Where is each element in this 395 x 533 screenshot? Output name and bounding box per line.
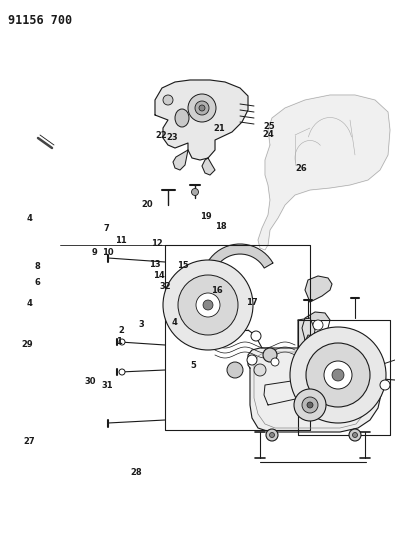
Circle shape (349, 429, 361, 441)
Polygon shape (202, 158, 215, 175)
Circle shape (294, 389, 326, 421)
Text: 91156 700: 91156 700 (8, 14, 72, 27)
Circle shape (352, 432, 357, 438)
Text: 14: 14 (153, 271, 165, 279)
Text: 19: 19 (199, 212, 211, 221)
Polygon shape (248, 348, 382, 432)
Text: 15: 15 (177, 262, 188, 270)
Polygon shape (305, 276, 332, 302)
Polygon shape (298, 318, 315, 348)
Text: 24: 24 (262, 130, 274, 139)
Text: 25: 25 (263, 123, 275, 131)
Circle shape (313, 320, 323, 330)
Text: 13: 13 (149, 260, 161, 269)
Text: 31: 31 (102, 382, 113, 390)
Circle shape (251, 331, 261, 341)
Text: 27: 27 (24, 437, 36, 446)
Text: 4: 4 (27, 300, 32, 308)
Text: 6: 6 (35, 278, 40, 287)
Circle shape (188, 94, 216, 122)
Circle shape (269, 432, 275, 438)
Text: 2: 2 (119, 326, 124, 335)
Text: 30: 30 (84, 377, 96, 386)
Text: 1: 1 (116, 337, 121, 346)
Text: 8: 8 (35, 262, 40, 271)
Text: 11: 11 (115, 237, 126, 245)
Text: 3: 3 (139, 320, 144, 328)
Circle shape (263, 348, 277, 362)
Circle shape (119, 369, 125, 375)
Circle shape (196, 293, 220, 317)
Circle shape (324, 361, 352, 389)
Text: 16: 16 (211, 286, 222, 295)
Text: 10: 10 (102, 248, 113, 256)
Text: 17: 17 (246, 298, 258, 307)
Circle shape (302, 397, 318, 413)
Circle shape (380, 380, 390, 390)
Polygon shape (305, 335, 350, 365)
Circle shape (178, 275, 238, 335)
Circle shape (290, 327, 386, 423)
Text: 26: 26 (295, 164, 307, 173)
Circle shape (306, 343, 370, 407)
Circle shape (203, 300, 213, 310)
Polygon shape (264, 380, 305, 405)
Text: 20: 20 (141, 200, 153, 209)
Circle shape (254, 364, 266, 376)
Circle shape (163, 260, 253, 350)
Text: 9: 9 (91, 248, 97, 256)
Text: 7: 7 (104, 224, 109, 232)
Text: 32: 32 (159, 282, 171, 291)
Text: 5: 5 (191, 361, 196, 370)
Circle shape (192, 189, 199, 196)
Polygon shape (155, 80, 248, 160)
Polygon shape (258, 95, 390, 250)
Text: 18: 18 (214, 222, 226, 231)
Circle shape (247, 355, 257, 365)
Text: 4: 4 (27, 214, 32, 223)
Text: 28: 28 (130, 469, 142, 477)
Circle shape (307, 402, 313, 408)
Circle shape (199, 105, 205, 111)
Circle shape (119, 339, 125, 345)
Text: 12: 12 (151, 239, 163, 248)
Polygon shape (207, 244, 273, 268)
Text: 21: 21 (213, 125, 225, 133)
Ellipse shape (175, 109, 189, 127)
Circle shape (271, 358, 279, 366)
Polygon shape (298, 320, 390, 435)
Polygon shape (173, 150, 188, 170)
Circle shape (163, 95, 173, 105)
Circle shape (195, 101, 209, 115)
Polygon shape (165, 245, 310, 430)
Circle shape (266, 429, 278, 441)
Circle shape (332, 369, 344, 381)
Text: 22: 22 (155, 132, 167, 140)
Text: 29: 29 (21, 341, 33, 349)
Text: 23: 23 (166, 133, 178, 142)
Text: 4: 4 (172, 319, 177, 327)
Polygon shape (302, 312, 330, 340)
Circle shape (227, 362, 243, 378)
